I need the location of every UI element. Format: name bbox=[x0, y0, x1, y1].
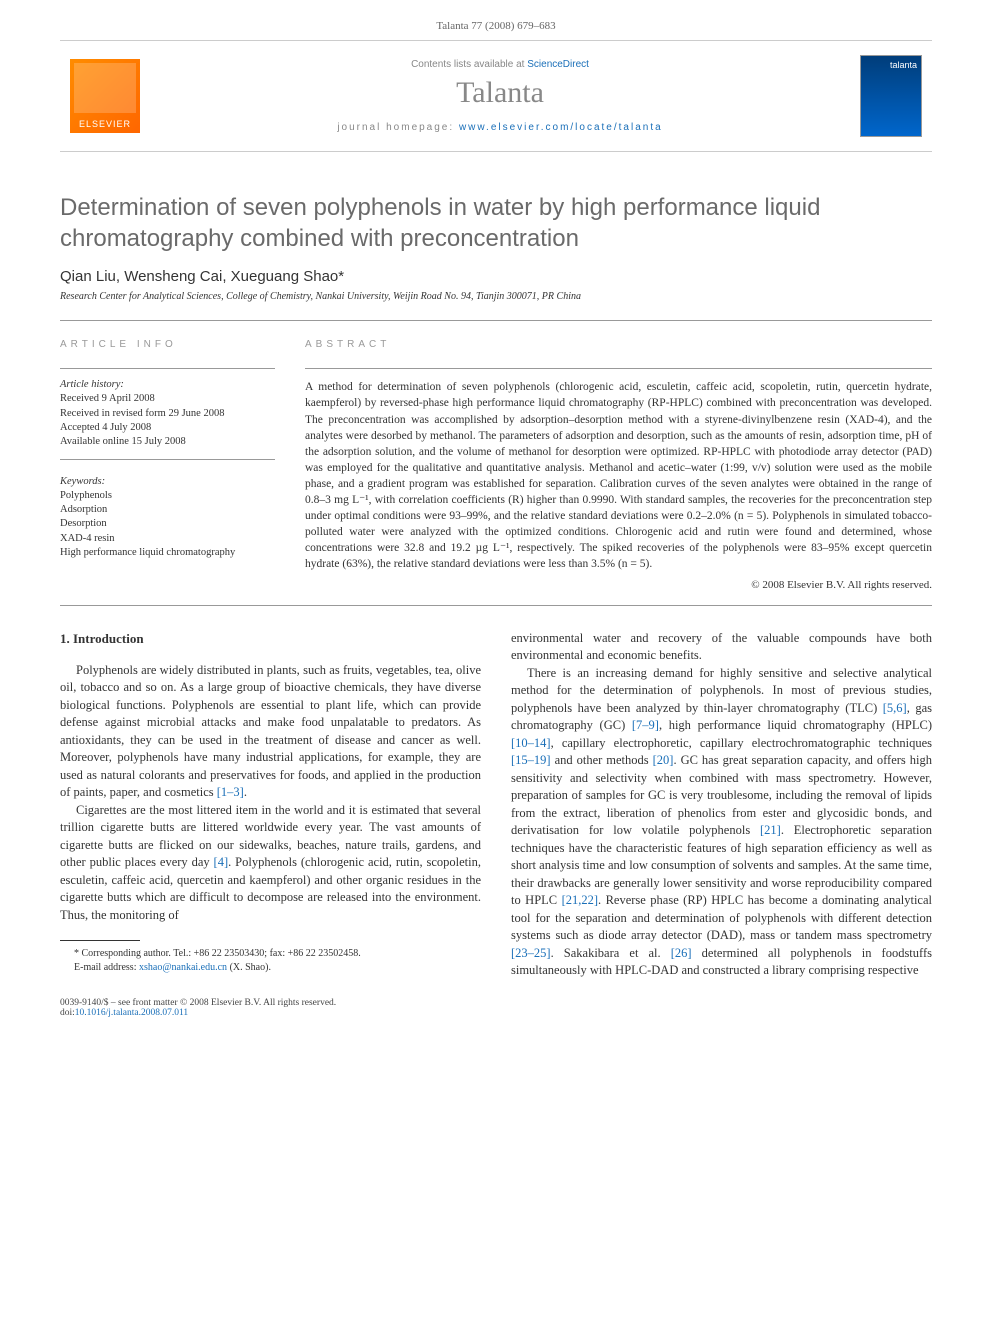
history-item: Accepted 4 July 2008 bbox=[60, 421, 275, 435]
keyword: Polyphenols bbox=[60, 489, 275, 503]
keyword: Adsorption bbox=[60, 503, 275, 517]
keyword: XAD-4 resin bbox=[60, 532, 275, 546]
body-columns: 1. Introduction Polyphenols are widely d… bbox=[60, 630, 932, 980]
footnote-separator bbox=[60, 940, 140, 941]
info-divider bbox=[60, 459, 275, 460]
meta-section: ARTICLE INFO Article history: Received 9… bbox=[60, 321, 932, 590]
email-link[interactable]: xshao@nankai.edu.cn bbox=[139, 962, 227, 973]
paragraph: Cigarettes are the most littered item in… bbox=[60, 802, 481, 925]
keyword: High performance liquid chromatography bbox=[60, 546, 275, 560]
ref-link[interactable]: [7–9] bbox=[632, 718, 659, 732]
ref-link[interactable]: [21,22] bbox=[562, 893, 598, 907]
history-item: Available online 15 July 2008 bbox=[60, 435, 275, 449]
history-item: Received 9 April 2008 bbox=[60, 392, 275, 406]
journal-homepage: journal homepage: www.elsevier.com/locat… bbox=[140, 122, 860, 133]
paragraph: There is an increasing demand for highly… bbox=[511, 665, 932, 980]
history-label: Article history: bbox=[60, 379, 275, 390]
doi-line: doi:10.1016/j.talanta.2008.07.011 bbox=[60, 1008, 932, 1018]
article-title: Determination of seven polyphenols in wa… bbox=[60, 192, 932, 254]
ref-link[interactable]: [26] bbox=[671, 946, 692, 960]
journal-info: Contents lists available at ScienceDirec… bbox=[140, 59, 860, 133]
right-column: environmental water and recovery of the … bbox=[511, 630, 932, 980]
ref-link[interactable]: [21] bbox=[760, 823, 781, 837]
info-heading: ARTICLE INFO bbox=[60, 339, 275, 350]
corresponding-footnote: * Corresponding author. Tel.: +86 22 235… bbox=[60, 947, 481, 961]
article-info-column: ARTICLE INFO Article history: Received 9… bbox=[60, 321, 275, 590]
citation: Talanta 77 (2008) 679–683 bbox=[436, 20, 555, 32]
section-heading: 1. Introduction bbox=[60, 630, 481, 648]
footer-meta: 0039-9140/$ – see front matter © 2008 El… bbox=[60, 998, 932, 1018]
info-divider bbox=[60, 368, 275, 369]
publisher-name: ELSEVIER bbox=[79, 119, 131, 133]
abstract-divider bbox=[305, 368, 932, 369]
keywords-label: Keywords: bbox=[60, 476, 275, 487]
homepage-link[interactable]: www.elsevier.com/locate/talanta bbox=[459, 122, 663, 133]
front-matter: 0039-9140/$ – see front matter © 2008 El… bbox=[60, 998, 932, 1008]
running-header: Talanta 77 (2008) 679–683 bbox=[0, 0, 992, 40]
keyword: Desorption bbox=[60, 517, 275, 531]
history-item: Received in revised form 29 June 2008 bbox=[60, 407, 275, 421]
affiliation: Research Center for Analytical Sciences,… bbox=[60, 291, 932, 302]
email-footnote: E-mail address: xshao@nankai.edu.cn (X. … bbox=[60, 961, 481, 975]
elsevier-logo: ELSEVIER bbox=[70, 59, 140, 133]
abstract-heading: ABSTRACT bbox=[305, 339, 932, 350]
copyright: © 2008 Elsevier B.V. All rights reserved… bbox=[305, 579, 932, 591]
authors: Qian Liu, Wensheng Cai, Xueguang Shao* bbox=[60, 268, 932, 285]
paragraph: environmental water and recovery of the … bbox=[511, 630, 932, 665]
divider bbox=[60, 605, 932, 606]
cover-text: talanta bbox=[886, 56, 921, 74]
ref-link[interactable]: [20] bbox=[653, 753, 674, 767]
abstract-column: ABSTRACT A method for determination of s… bbox=[305, 321, 932, 590]
ref-link[interactable]: [1–3] bbox=[217, 785, 244, 799]
journal-title: Talanta bbox=[140, 76, 860, 110]
paragraph: Polyphenols are widely distributed in pl… bbox=[60, 662, 481, 802]
contents-available: Contents lists available at ScienceDirec… bbox=[140, 59, 860, 70]
abstract-text: A method for determination of seven poly… bbox=[305, 379, 932, 572]
ref-link[interactable]: [5,6] bbox=[883, 701, 907, 715]
sciencedirect-link[interactable]: ScienceDirect bbox=[527, 59, 589, 70]
ref-link[interactable]: [15–19] bbox=[511, 753, 551, 767]
left-column: 1. Introduction Polyphenols are widely d… bbox=[60, 630, 481, 980]
doi-link[interactable]: 10.1016/j.talanta.2008.07.011 bbox=[75, 1008, 188, 1018]
ref-link[interactable]: [4] bbox=[214, 855, 229, 869]
journal-cover-thumbnail: talanta bbox=[860, 55, 922, 137]
ref-link[interactable]: [10–14] bbox=[511, 736, 551, 750]
ref-link[interactable]: [23–25] bbox=[511, 946, 551, 960]
journal-banner: ELSEVIER Contents lists available at Sci… bbox=[60, 40, 932, 152]
